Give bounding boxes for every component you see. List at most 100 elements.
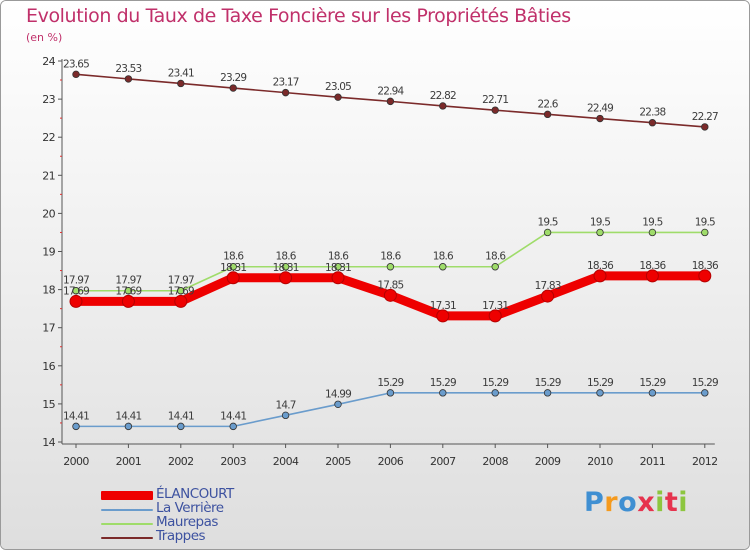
logo-letter: i <box>678 487 689 518</box>
x-tick-label: 2007 <box>430 455 456 468</box>
data-point-trappes <box>491 106 499 114</box>
x-tick-label: 2001 <box>116 455 142 468</box>
legend-label-maurepas: Maurepas <box>156 514 218 530</box>
data-point-elancourt <box>593 269 607 283</box>
data-point-elancourt <box>226 271 240 285</box>
data-label-trappes: 23.41 <box>168 67 194 79</box>
data-point-la-verriere <box>72 422 80 431</box>
data-label-trappes: 23.05 <box>325 81 351 93</box>
legend-swatch-maurepas <box>101 523 153 525</box>
data-point-elancourt <box>488 309 502 323</box>
data-label-maurepas: 19.5 <box>590 216 610 228</box>
data-label-elancourt: 17.31 <box>482 300 508 312</box>
data-point-trappes <box>439 102 447 110</box>
data-point-elancourt <box>436 309 450 323</box>
data-point-elancourt <box>645 269 659 283</box>
data-point-la-verriere <box>491 389 499 397</box>
series-layer <box>69 70 712 431</box>
data-point-elancourt <box>174 294 188 308</box>
data-point-elancourt <box>541 289 555 303</box>
data-point-trappes <box>543 110 552 119</box>
data-label-la-verriere: 15.29 <box>587 377 613 389</box>
data-label-elancourt: 18.36 <box>639 260 666 272</box>
data-label-maurepas: 19.5 <box>538 216 558 228</box>
data-point-maurepas <box>491 263 499 271</box>
y-tick-label: 17 <box>42 322 55 335</box>
data-label-maurepas: 17.97 <box>63 275 89 287</box>
data-label-la-verriere: 15.29 <box>692 377 718 389</box>
data-point-maurepas <box>281 263 290 271</box>
data-point-la-verriere <box>124 422 133 431</box>
data-point-trappes <box>596 114 604 123</box>
data-label-trappes: 23.53 <box>115 63 141 75</box>
data-point-elancourt <box>698 269 712 283</box>
legend-swatch-elancourt <box>101 491 153 500</box>
data-label-trappes: 22.94 <box>377 85 404 97</box>
data-label-trappes: 22.71 <box>482 94 508 106</box>
x-tick-label: 2000 <box>63 455 89 468</box>
data-point-la-verriere <box>543 389 552 397</box>
data-point-elancourt <box>331 271 345 285</box>
data-point-elancourt <box>69 294 83 308</box>
data-point-trappes <box>386 97 395 106</box>
y-tick-label: 23 <box>42 93 55 106</box>
data-label-maurepas: 19.5 <box>642 216 662 228</box>
data-point-la-verriere <box>701 389 709 397</box>
chart-title: Evolution du Taux de Taxe Foncière sur l… <box>26 5 571 27</box>
data-point-la-verriere <box>439 389 447 397</box>
data-point-trappes <box>177 79 185 88</box>
data-point-trappes <box>72 70 80 79</box>
data-label-elancourt: 17.31 <box>430 300 456 312</box>
logo-letter: i <box>655 487 665 518</box>
x-tick-label: 2009 <box>535 455 561 468</box>
data-point-maurepas <box>648 228 657 237</box>
data-label-elancourt: 18.36 <box>692 260 719 272</box>
legend-swatch-la-verriere <box>101 509 153 511</box>
data-label-elancourt: 17.69 <box>168 285 194 297</box>
data-label-la-verriere: 15.29 <box>377 377 403 389</box>
data-point-la-verriere <box>281 411 290 420</box>
data-label-elancourt: 18.31 <box>325 262 351 274</box>
y-tick-label: 16 <box>42 360 55 373</box>
data-point-la-verriere <box>648 389 657 397</box>
data-label-elancourt: 17.69 <box>115 285 141 297</box>
data-label-trappes: 22.49 <box>587 103 613 115</box>
data-point-maurepas <box>334 263 342 271</box>
data-point-la-verriere <box>334 400 342 408</box>
data-point-maurepas <box>543 228 552 237</box>
data-label-la-verriere: 14.99 <box>325 388 351 400</box>
x-tick-label: 2004 <box>273 455 299 468</box>
data-point-trappes <box>229 84 237 92</box>
data-point-maurepas <box>177 287 185 295</box>
data-label-la-verriere: 14.41 <box>63 410 89 422</box>
data-label-trappes: 22.82 <box>430 90 456 102</box>
x-tick-label: 2003 <box>220 455 246 468</box>
x-tick-label: 2005 <box>325 455 351 468</box>
data-label-maurepas: 19.5 <box>695 216 715 228</box>
y-tick-label: 14 <box>42 436 55 449</box>
data-point-elancourt <box>121 294 135 308</box>
y-tick-label: 20 <box>42 207 55 220</box>
legend-label-trappes: Trappes <box>156 528 206 544</box>
y-tick-label: 24 <box>42 55 55 68</box>
data-label-trappes: 22.38 <box>639 107 665 119</box>
data-label-la-verriere: 14.7 <box>276 399 296 411</box>
data-label-trappes: 22.6 <box>538 98 559 110</box>
data-label-la-verriere: 15.29 <box>639 377 665 389</box>
data-label-maurepas: 18.6 <box>223 251 244 263</box>
data-label-la-verriere: 14.41 <box>115 410 141 422</box>
data-point-maurepas <box>229 263 237 271</box>
data-label-elancourt: 17.85 <box>377 279 403 291</box>
logo-letter: o <box>618 487 638 518</box>
y-tick-label: 22 <box>42 131 55 144</box>
data-point-maurepas <box>124 287 133 295</box>
data-label-elancourt: 18.31 <box>273 262 299 274</box>
x-tick-label: 2011 <box>640 455 666 468</box>
axes: 14 15 16 17 18 19 20 21 22 23 24 2000 2001 2002 2003 20… <box>42 55 718 468</box>
data-labels-layer: 23.65 23.53 23.41 23.29 23.17 23.05 22.94 22.82… <box>63 58 720 422</box>
data-point-maurepas <box>596 228 604 237</box>
x-tick-label: 2002 <box>168 455 194 468</box>
data-label-elancourt: 18.36 <box>587 260 614 272</box>
